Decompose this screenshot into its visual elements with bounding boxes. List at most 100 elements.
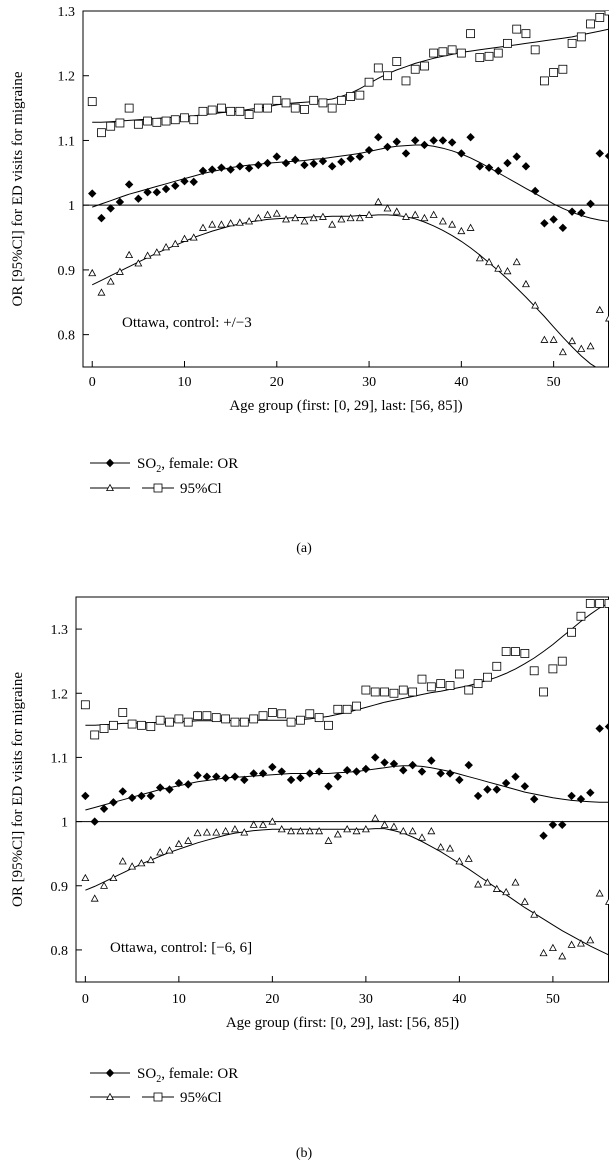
data-point (207, 105, 217, 115)
data-point (106, 204, 115, 213)
data-point (371, 814, 380, 822)
data-point (585, 599, 595, 608)
data-point (152, 117, 162, 127)
data-point (549, 68, 559, 77)
data-point (438, 217, 447, 225)
data-point (88, 189, 97, 198)
data-point (165, 717, 174, 727)
y-tick-label: 1.2 (58, 70, 76, 85)
data-point (296, 826, 305, 835)
data-point (548, 664, 558, 674)
data-point (540, 335, 549, 343)
legend-triangle-marker (106, 1092, 114, 1100)
data-point (198, 106, 208, 116)
y-tick-label: 0.9 (51, 880, 69, 895)
data-point (189, 115, 199, 125)
data-point (202, 711, 212, 721)
data-point (254, 213, 263, 222)
fit-line (91, 214, 597, 367)
data-point (531, 301, 540, 309)
data-point (483, 878, 492, 886)
data-point (420, 140, 429, 150)
data-point (383, 142, 392, 152)
data-point (605, 897, 609, 905)
data-point (180, 113, 189, 123)
data-point (586, 342, 595, 350)
data-point (456, 48, 466, 58)
data-point (211, 713, 221, 723)
data-point (277, 825, 286, 833)
y-tick-label: 1 (61, 816, 68, 831)
legend-or-text: SO2, female: OR (137, 1066, 238, 1085)
data-point (134, 259, 143, 267)
data-point (604, 11, 609, 16)
data-point (438, 47, 448, 57)
data-point (380, 758, 389, 767)
y-tick-label: 1.2 (51, 687, 69, 702)
data-point (309, 213, 318, 222)
data-point (268, 762, 277, 772)
data-point (198, 166, 208, 176)
data-point (226, 219, 235, 227)
data-point (475, 53, 485, 63)
legend: SO2, female: OR 95%Cl (90, 456, 238, 497)
data-point (282, 215, 290, 223)
data-point (576, 611, 586, 621)
data-point (309, 95, 319, 105)
data-point (230, 717, 240, 727)
data-point (97, 288, 106, 296)
data-point (180, 177, 189, 186)
data-point (548, 943, 557, 951)
x-tick-label: 10 (178, 375, 192, 390)
data-point (355, 213, 364, 222)
data-point (90, 894, 99, 902)
data-point (511, 772, 520, 781)
data-point (333, 772, 343, 781)
data-point (183, 717, 193, 727)
x-tick-label: 20 (270, 375, 284, 390)
data-point (115, 197, 125, 207)
data-point (494, 166, 503, 176)
data-point (503, 38, 512, 48)
data-point (521, 29, 531, 39)
data-point (389, 688, 399, 698)
x-tick-label: 50 (546, 992, 560, 1007)
data-point (253, 103, 263, 113)
data-point (165, 785, 174, 794)
data-point (383, 204, 392, 212)
legend-square-marker (153, 483, 163, 493)
annotation: Ottawa, control: [−6, 6] (110, 940, 252, 956)
data-point (586, 199, 595, 209)
data-point (333, 830, 342, 838)
data-point (492, 884, 501, 892)
data-point (558, 952, 567, 960)
data-point (447, 45, 457, 55)
data-point (100, 881, 109, 889)
data-point (324, 782, 333, 791)
data-point (106, 277, 115, 285)
x-tick-label: 50 (547, 375, 561, 390)
data-point (254, 160, 263, 170)
data-point (426, 682, 436, 692)
data-point (483, 785, 492, 794)
data-point (399, 826, 408, 835)
data-point (418, 833, 426, 841)
data-point (258, 769, 268, 778)
data-point (143, 116, 152, 126)
data-point (263, 158, 272, 168)
data-point (300, 104, 309, 114)
data-point (137, 859, 146, 867)
data-point (539, 687, 548, 697)
data-point (466, 29, 475, 39)
data-point (429, 210, 438, 218)
data-point (493, 48, 503, 58)
data-point (240, 828, 249, 836)
data-point (87, 97, 97, 107)
data-point (529, 794, 539, 804)
data-point (464, 760, 473, 770)
plot-area (83, 11, 609, 367)
x-tick-label: 40 (454, 375, 468, 390)
data-point (217, 220, 226, 228)
x-tick-label: 40 (452, 992, 466, 1007)
data-point (399, 766, 408, 775)
